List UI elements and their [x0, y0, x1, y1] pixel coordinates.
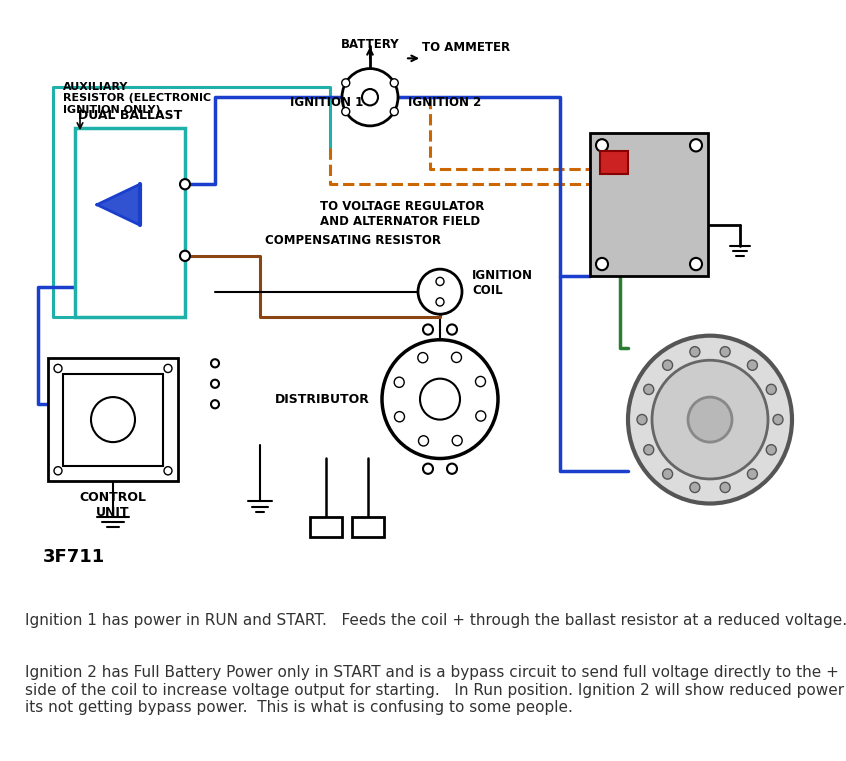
Circle shape: [644, 444, 654, 455]
Circle shape: [720, 346, 730, 357]
Circle shape: [720, 482, 730, 492]
Circle shape: [54, 466, 62, 475]
Circle shape: [447, 324, 457, 335]
Circle shape: [644, 384, 654, 394]
Circle shape: [447, 463, 457, 474]
Circle shape: [418, 269, 462, 314]
Circle shape: [390, 79, 398, 87]
Text: IGNITION
COIL: IGNITION COIL: [472, 269, 533, 298]
Text: IGNITION 2: IGNITION 2: [408, 96, 481, 109]
Polygon shape: [97, 184, 140, 225]
Circle shape: [662, 360, 673, 371]
Circle shape: [596, 258, 608, 270]
Bar: [600, 151, 628, 174]
Text: Ignition 1 has power in RUN and START.   Feeds the coil + through the ballast re: Ignition 1 has power in RUN and START. F…: [25, 613, 846, 629]
Circle shape: [766, 384, 777, 394]
Circle shape: [423, 463, 433, 474]
Circle shape: [475, 411, 486, 421]
Circle shape: [773, 415, 783, 425]
Circle shape: [475, 377, 486, 387]
Circle shape: [766, 444, 777, 455]
Circle shape: [164, 466, 172, 475]
Circle shape: [662, 469, 673, 479]
Circle shape: [342, 68, 398, 126]
Circle shape: [747, 469, 757, 479]
Circle shape: [164, 365, 172, 373]
Bar: [590, 133, 708, 276]
Circle shape: [453, 435, 462, 446]
Bar: [352, 517, 384, 537]
Text: CONTROL
UNIT: CONTROL UNIT: [80, 492, 146, 519]
Circle shape: [628, 336, 792, 504]
Circle shape: [596, 139, 608, 151]
Circle shape: [342, 107, 349, 116]
Circle shape: [390, 107, 398, 116]
Text: DUAL BALLAST: DUAL BALLAST: [78, 109, 182, 122]
Circle shape: [689, 346, 700, 357]
Text: TO VOLTAGE REGULATOR
AND ALTERNATOR FIELD: TO VOLTAGE REGULATOR AND ALTERNATOR FIEL…: [320, 199, 485, 228]
Circle shape: [382, 339, 498, 458]
Circle shape: [436, 277, 444, 285]
Circle shape: [690, 139, 702, 151]
Circle shape: [436, 298, 444, 306]
Text: DISTRIBUTOR: DISTRIBUTOR: [275, 393, 370, 406]
Text: IGNITION 1: IGNITION 1: [290, 96, 363, 109]
Circle shape: [180, 179, 190, 189]
Circle shape: [211, 359, 219, 368]
Circle shape: [452, 352, 461, 362]
Bar: [310, 517, 342, 537]
Circle shape: [394, 412, 404, 422]
Circle shape: [211, 400, 219, 409]
Circle shape: [342, 79, 349, 87]
Circle shape: [637, 415, 647, 425]
Circle shape: [420, 379, 460, 419]
Circle shape: [688, 397, 732, 442]
Circle shape: [54, 365, 62, 373]
Text: 3F711: 3F711: [43, 547, 105, 565]
Text: AUXILIARY
RESISTOR (ELECTRONIC
IGNITION ONLY): AUXILIARY RESISTOR (ELECTRONIC IGNITION …: [63, 82, 212, 115]
Circle shape: [362, 89, 378, 106]
Circle shape: [418, 352, 428, 363]
Circle shape: [690, 258, 702, 270]
Text: BATTERY: BATTERY: [341, 38, 399, 51]
Text: COMPENSATING RESISTOR: COMPENSATING RESISTOR: [265, 234, 441, 247]
Circle shape: [180, 250, 190, 261]
Circle shape: [419, 436, 429, 446]
Circle shape: [652, 360, 768, 479]
Circle shape: [91, 397, 135, 442]
Circle shape: [747, 360, 757, 371]
Bar: [63, 374, 163, 466]
Bar: [48, 358, 178, 481]
Circle shape: [211, 380, 219, 388]
Text: TO AMMETER: TO AMMETER: [422, 41, 510, 54]
Bar: [75, 128, 185, 317]
Circle shape: [394, 377, 404, 387]
Circle shape: [423, 324, 433, 335]
Circle shape: [689, 482, 700, 492]
Text: Ignition 2 has Full Battery Power only in START and is a bypass circuit to send : Ignition 2 has Full Battery Power only i…: [25, 665, 846, 715]
